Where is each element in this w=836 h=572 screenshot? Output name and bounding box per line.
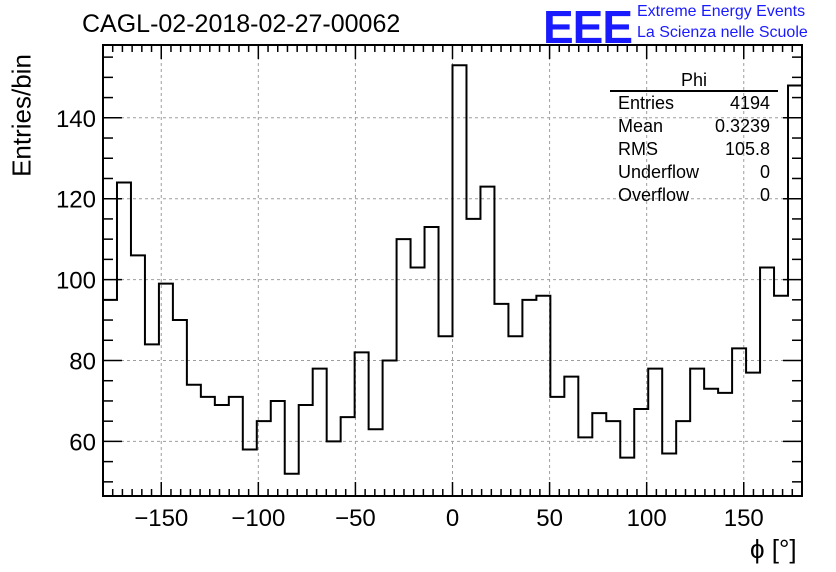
- logo-caption-line2: La Scienza nelle Scuole: [637, 24, 808, 41]
- stats-value: 0: [759, 185, 770, 205]
- stats-row-underflow: Underflow 0: [610, 161, 778, 184]
- tick-labels: −150 −100 −50 0 50 100 150 60 80 100 120 140: [56, 106, 764, 532]
- y-tick-label: 100: [56, 268, 96, 295]
- stats-row-entries: Entries 4194: [610, 92, 778, 115]
- y-tick-label: 140: [56, 106, 96, 133]
- stats-label: Overflow: [618, 185, 690, 205]
- x-axis-label: ϕ [°]: [750, 534, 797, 564]
- chart-title: CAGL-02-2018-02-27-00062: [82, 10, 401, 38]
- stats-value: 4194: [729, 93, 770, 113]
- x-tick-label: 100: [627, 505, 667, 532]
- x-tick-label: 150: [724, 505, 764, 532]
- y-tick-label: 60: [69, 429, 96, 456]
- x-tick-label: −100: [231, 505, 285, 532]
- stats-label: Underflow: [618, 162, 700, 182]
- y-axis-label: Entries/bin: [6, 54, 37, 177]
- stats-box: Phi Entries 4194 Mean 0.3239 RMS 105.8 U…: [610, 70, 778, 207]
- stats-label: Entries: [618, 93, 675, 113]
- stats-value: 105.8: [724, 139, 770, 159]
- stats-value: 0.3239: [714, 116, 770, 136]
- stats-label: RMS: [618, 139, 658, 159]
- stats-title: Phi: [610, 70, 778, 92]
- x-tick-label: 50: [536, 505, 563, 532]
- stats-row-mean: Mean 0.3239: [610, 115, 778, 138]
- logo-caption-line1: Extreme Energy Events: [637, 3, 806, 20]
- x-tick-label: −150: [134, 505, 188, 532]
- y-tick-label: 120: [56, 187, 96, 214]
- x-tick-label: −50: [335, 505, 376, 532]
- stats-row-overflow: Overflow 0: [610, 184, 778, 207]
- histogram-series-phi: [103, 64, 802, 475]
- stats-value: 0: [759, 162, 770, 182]
- y-tick-label: 80: [69, 348, 96, 375]
- stats-label: Mean: [618, 116, 664, 136]
- eee-logo: EEE: [543, 1, 633, 53]
- x-tick-label: 0: [446, 505, 459, 532]
- stats-row-rms: RMS 105.8: [610, 138, 778, 161]
- axis-ticks: [103, 45, 802, 496]
